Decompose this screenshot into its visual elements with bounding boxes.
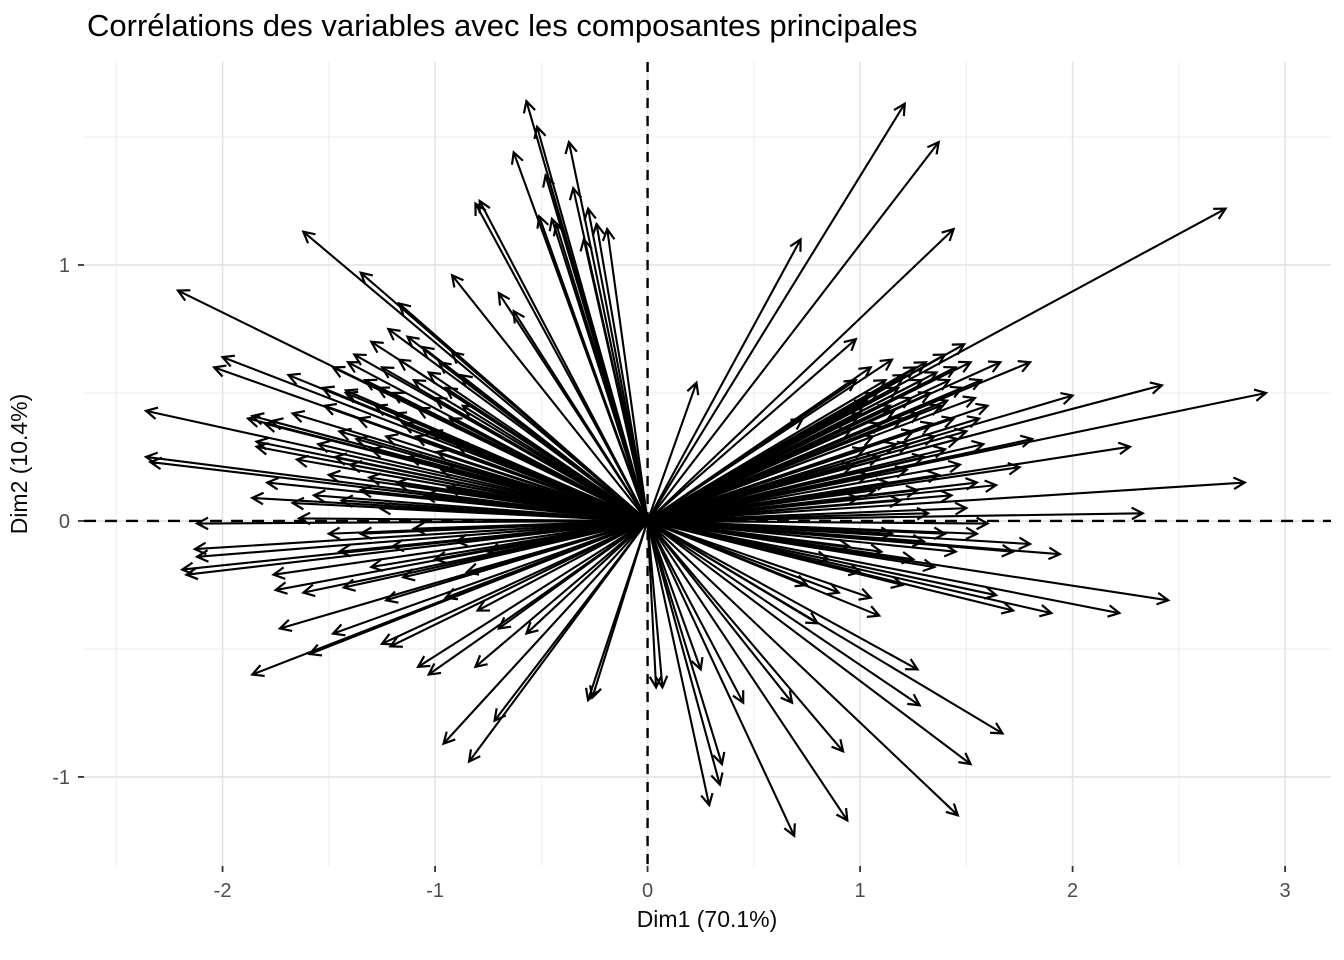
variable-arrow [647, 421, 884, 522]
variable-arrow [647, 519, 810, 588]
x-axis-title: Dim1 (70.1%) [637, 906, 778, 932]
variable-arrow [646, 520, 960, 817]
variable-arrow [411, 519, 648, 536]
variable-arrow [426, 520, 649, 676]
variable-arrow [347, 459, 648, 522]
variable-arrow [647, 470, 871, 522]
variable-arrow [647, 426, 854, 522]
variable-arrow [647, 520, 920, 671]
variable-arrow [591, 221, 649, 522]
variable-arrow [474, 201, 649, 522]
variable-arrow [647, 506, 931, 523]
variable-arrow [271, 519, 648, 580]
variable-arrow [445, 482, 648, 522]
variable-arrow [143, 406, 648, 522]
variable-arrow [646, 520, 794, 705]
variable-arrow [646, 380, 700, 522]
x-tick-label: 0 [642, 880, 653, 902]
variable-arrow [433, 396, 649, 522]
variable-arrow [646, 520, 796, 838]
variable-arrow [646, 520, 714, 808]
variable-arrow [458, 373, 649, 522]
variable-arrow [454, 441, 648, 522]
x-tick-label: 1 [855, 880, 866, 902]
variable-arrow [647, 460, 856, 522]
variable-arrow [646, 520, 973, 766]
variable-arrow [450, 350, 649, 522]
axis-ticks [78, 264, 1286, 872]
variable-arrow [377, 501, 648, 523]
variable-arrow [646, 520, 704, 672]
y-tick-label: 0 [59, 511, 70, 533]
variable-arrow [647, 446, 867, 522]
variable-arrow [467, 520, 649, 764]
variable-arrows [143, 98, 1269, 838]
variable-arrow [443, 519, 648, 601]
variable-arrow [379, 520, 649, 646]
variable-arrow [512, 309, 649, 522]
variable-arrow [460, 404, 649, 522]
variable-arrow [416, 520, 649, 669]
variable-arrow [646, 337, 858, 522]
variable-arrow [475, 520, 649, 612]
variable-arrow [646, 520, 724, 787]
variable-arrow [450, 273, 649, 522]
variable-arrow [646, 520, 726, 767]
variable-arrow [647, 519, 959, 558]
variable-arrow [441, 520, 649, 746]
variable-arrow [552, 221, 649, 522]
dashed-reference-lines [84, 62, 1331, 866]
y-tick-label: 1 [59, 255, 70, 277]
variable-arrow [647, 399, 869, 522]
variable-arrow [579, 237, 649, 522]
variable-arrow [646, 520, 745, 705]
variable-arrow [296, 511, 648, 526]
variable-arrow [647, 378, 888, 522]
variable-arrow [453, 519, 648, 548]
variable-arrow [422, 489, 648, 522]
variable-arrow [194, 519, 648, 563]
variable-arrow [464, 519, 648, 576]
variable-arrow [646, 520, 849, 823]
variable-arrow [647, 519, 852, 552]
variable-arrow [646, 378, 858, 522]
variable-arrow [647, 519, 831, 564]
variable-arrow [439, 465, 648, 522]
variable-arrow [536, 214, 649, 522]
variable-arrow [447, 417, 649, 522]
axis-tick-labels: -2 -1 0 1 2 3 -1 0 1 [52, 255, 1290, 902]
chart-title: Corrélations des variables avec les comp… [87, 8, 918, 43]
y-tick-label: -1 [52, 767, 70, 789]
variable-arrow [646, 101, 906, 522]
variable-arrow [647, 520, 820, 625]
variable-arrow [473, 520, 649, 669]
variable-arrow [330, 519, 648, 637]
x-tick-label: 2 [1067, 880, 1078, 902]
x-tick-label: -2 [214, 880, 232, 902]
variable-arrow [400, 519, 648, 582]
variable-arrow [434, 448, 648, 522]
x-tick-label: -1 [426, 880, 444, 902]
variable-arrow [646, 520, 845, 754]
variable-arrow [647, 412, 863, 522]
variable-arrow [647, 492, 861, 522]
variable-arrow [584, 520, 649, 703]
variable-arrow [647, 433, 876, 522]
x-tick-label: 3 [1280, 880, 1291, 902]
variable-arrow [646, 520, 922, 707]
variable-arrow [646, 140, 941, 522]
variable-arrow [485, 519, 648, 557]
y-axis-title: Dim2 (10.4%) [6, 394, 32, 535]
variable-arrow [646, 520, 669, 690]
variable-arrow [647, 519, 1122, 618]
variable-arrow [646, 237, 802, 522]
variable-arrow [646, 227, 956, 522]
variable-arrow [647, 516, 990, 531]
variable-arrow [601, 226, 649, 522]
variable-arrow [524, 520, 649, 636]
variable-arrow [647, 519, 895, 540]
variable-arrow [646, 520, 663, 690]
